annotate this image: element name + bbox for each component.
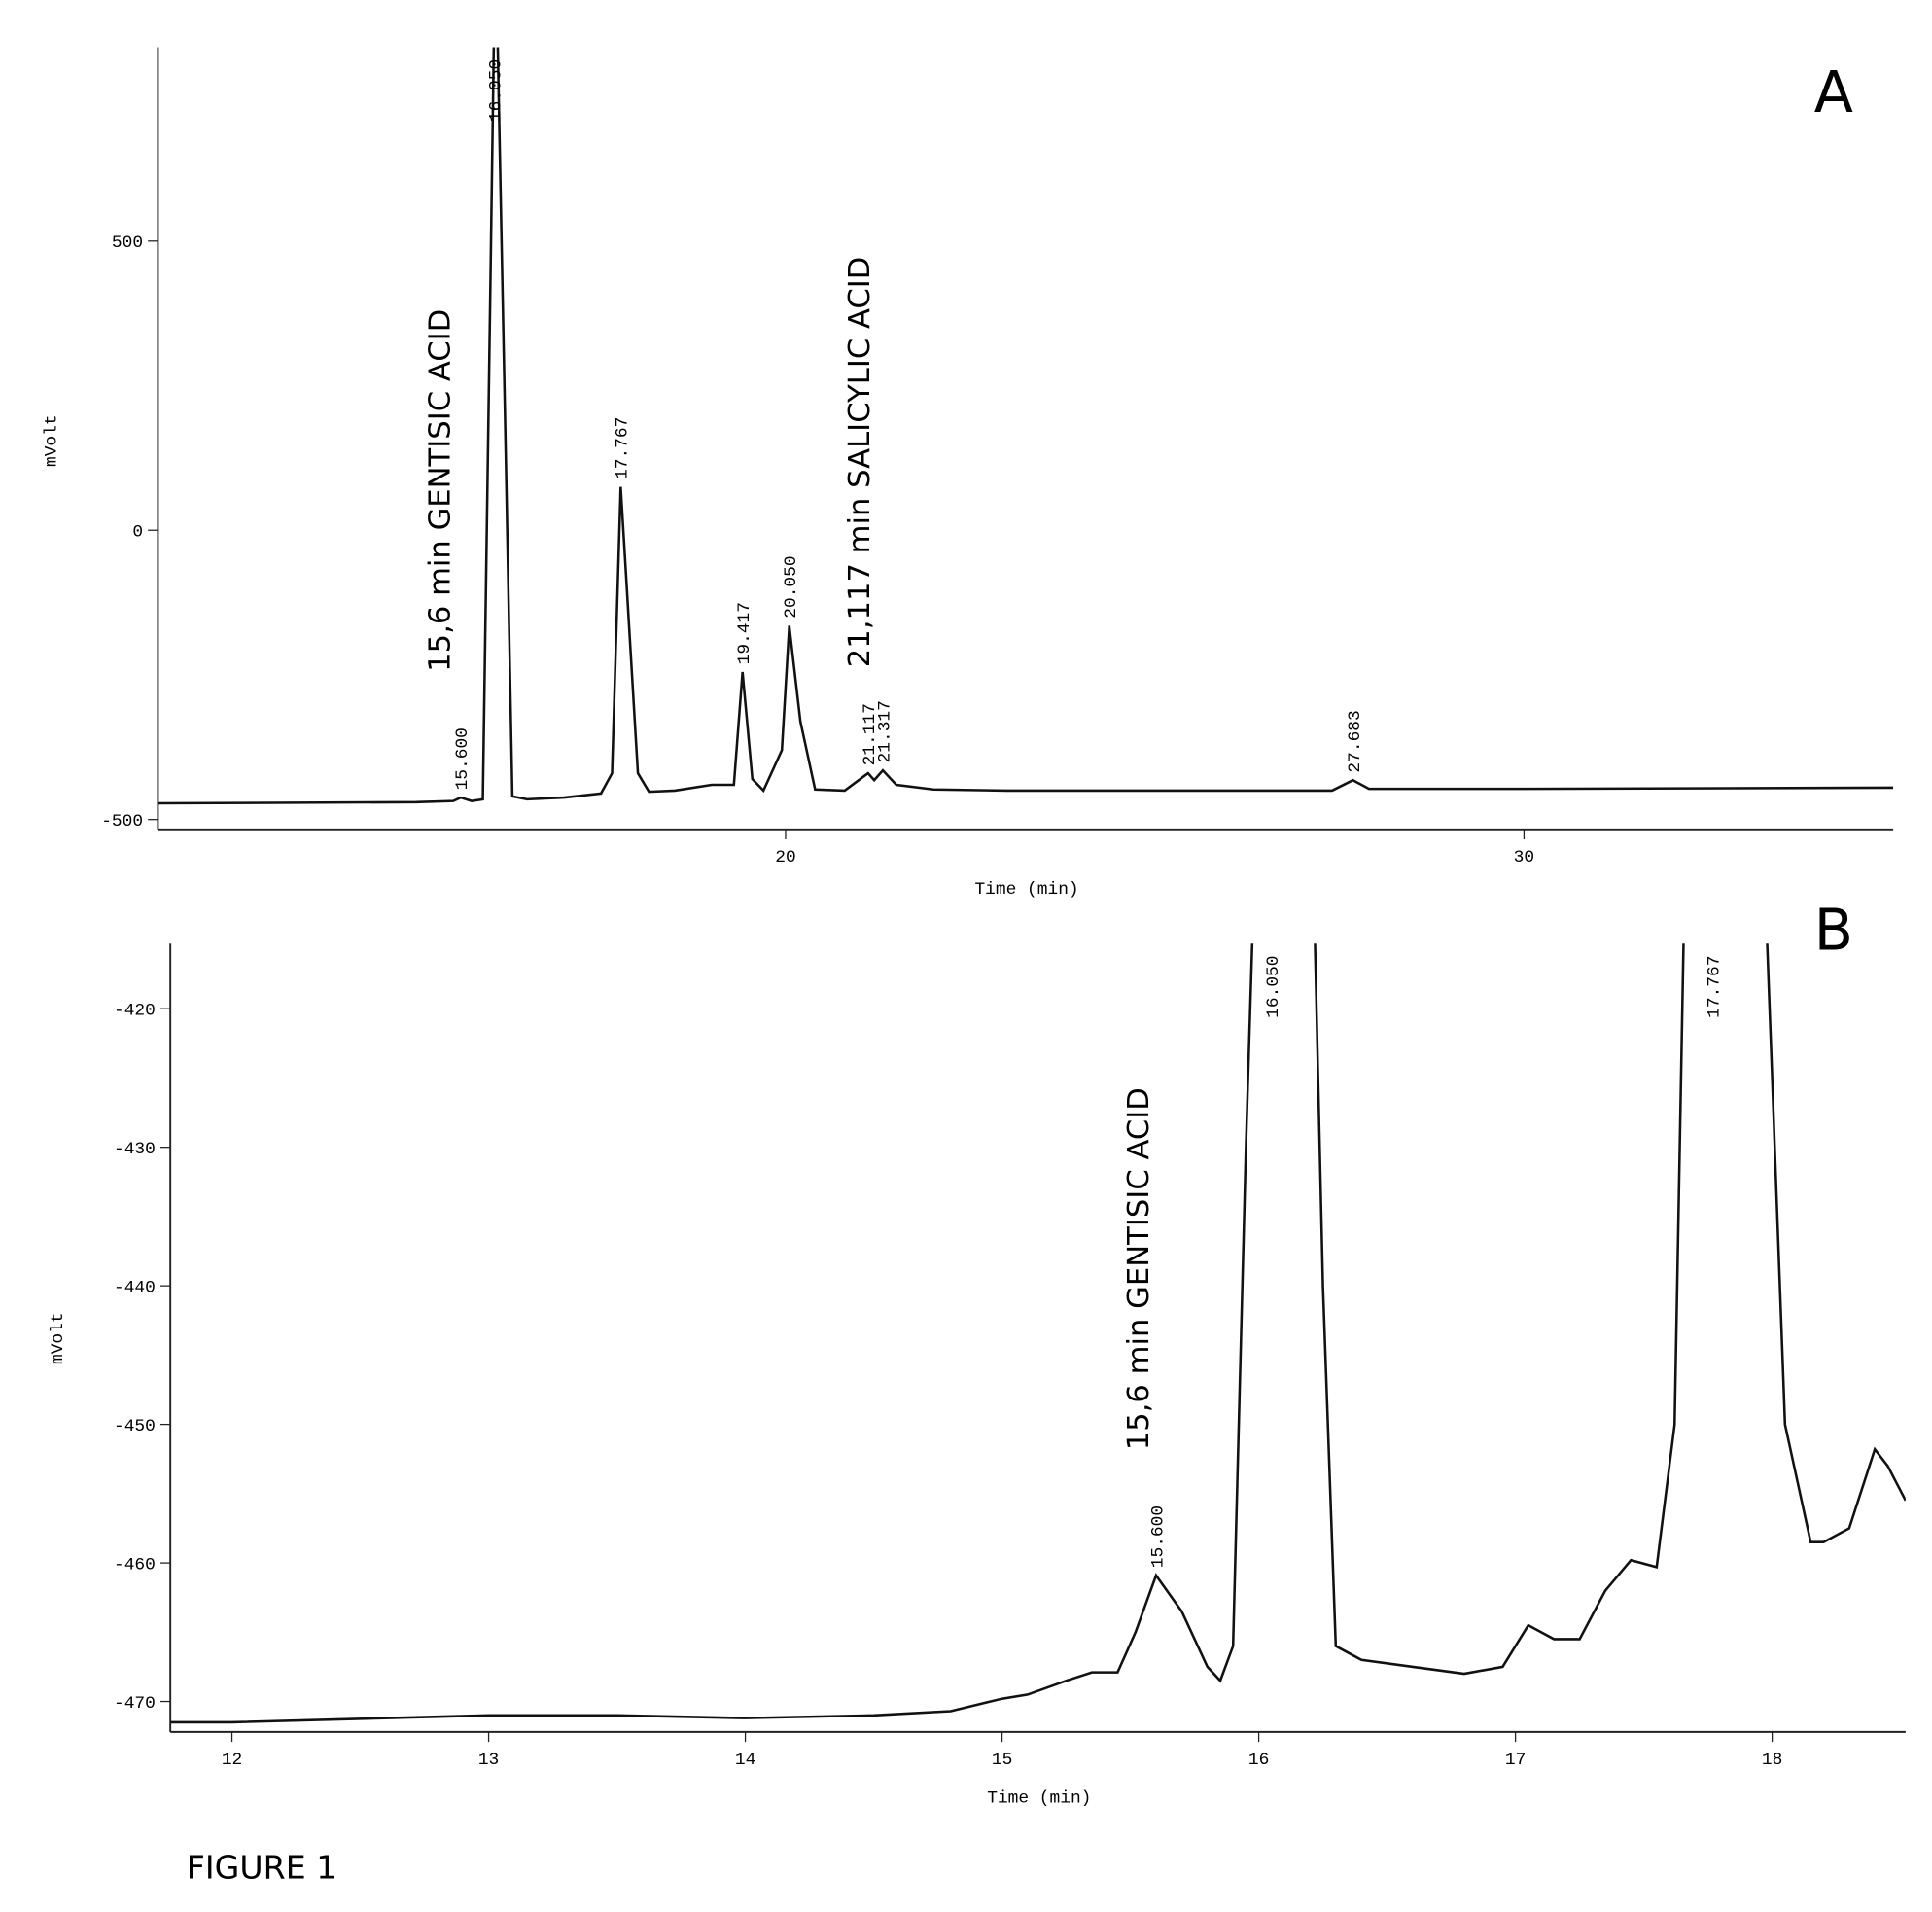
y-tick-label: -450 xyxy=(114,1417,156,1436)
annotation: 15,6 min GENTISIC ACID xyxy=(423,309,457,672)
x-tick-label: 16 xyxy=(1248,1751,1269,1770)
peak-label: 21.117 xyxy=(861,703,880,765)
annotation: 21,117 min SALICYLIC ACID xyxy=(843,257,877,668)
peak-label: 27.683 xyxy=(1346,710,1365,772)
annotation: 15,6 min GENTISIC ACID xyxy=(1122,1087,1156,1450)
x-tick-label: 14 xyxy=(735,1751,755,1770)
peak-label: 16.050 xyxy=(1264,956,1283,1018)
x-axis-label: Time (min) xyxy=(987,1789,1091,1809)
panel-letter: A xyxy=(1814,58,1853,125)
x-tick-label: 13 xyxy=(478,1751,499,1770)
y-tick-label: -430 xyxy=(114,1140,156,1159)
peak-label: 17.767 xyxy=(614,417,633,479)
x-axis-label: Time (min) xyxy=(974,880,1078,900)
peak-label: 15.600 xyxy=(453,727,473,790)
y-tick-label: -500 xyxy=(101,812,143,832)
x-tick-label: 17 xyxy=(1505,1751,1526,1770)
y-tick-label: 500 xyxy=(112,233,143,253)
y-axis-label: mVolt xyxy=(49,1312,68,1364)
peak-label: 21.317 xyxy=(875,700,895,762)
trace xyxy=(158,47,1894,805)
y-tick-label: -460 xyxy=(114,1555,156,1575)
y-tick-label: -420 xyxy=(114,1002,156,1021)
y-tick-label: -440 xyxy=(114,1279,156,1298)
panel-letter: B xyxy=(1814,897,1853,964)
peak-label: 17.767 xyxy=(1704,956,1724,1018)
y-tick-label: 0 xyxy=(132,523,143,543)
trace xyxy=(170,943,1906,1724)
x-tick-label: 12 xyxy=(222,1751,242,1770)
peak-label: 16.050 xyxy=(486,59,506,122)
caption: FIGURE 1 xyxy=(187,1849,337,1887)
y-axis-label: mVolt xyxy=(43,414,62,467)
x-tick-label: 15 xyxy=(992,1751,1012,1770)
y-tick-label: -470 xyxy=(114,1694,156,1714)
peak-label: 15.600 xyxy=(1148,1505,1168,1568)
x-tick-label: 30 xyxy=(1514,848,1534,867)
peak-label: 20.050 xyxy=(782,555,801,618)
peak-label: 19.417 xyxy=(735,602,755,664)
x-tick-label: 20 xyxy=(775,848,795,867)
x-tick-label: 18 xyxy=(1762,1751,1782,1770)
